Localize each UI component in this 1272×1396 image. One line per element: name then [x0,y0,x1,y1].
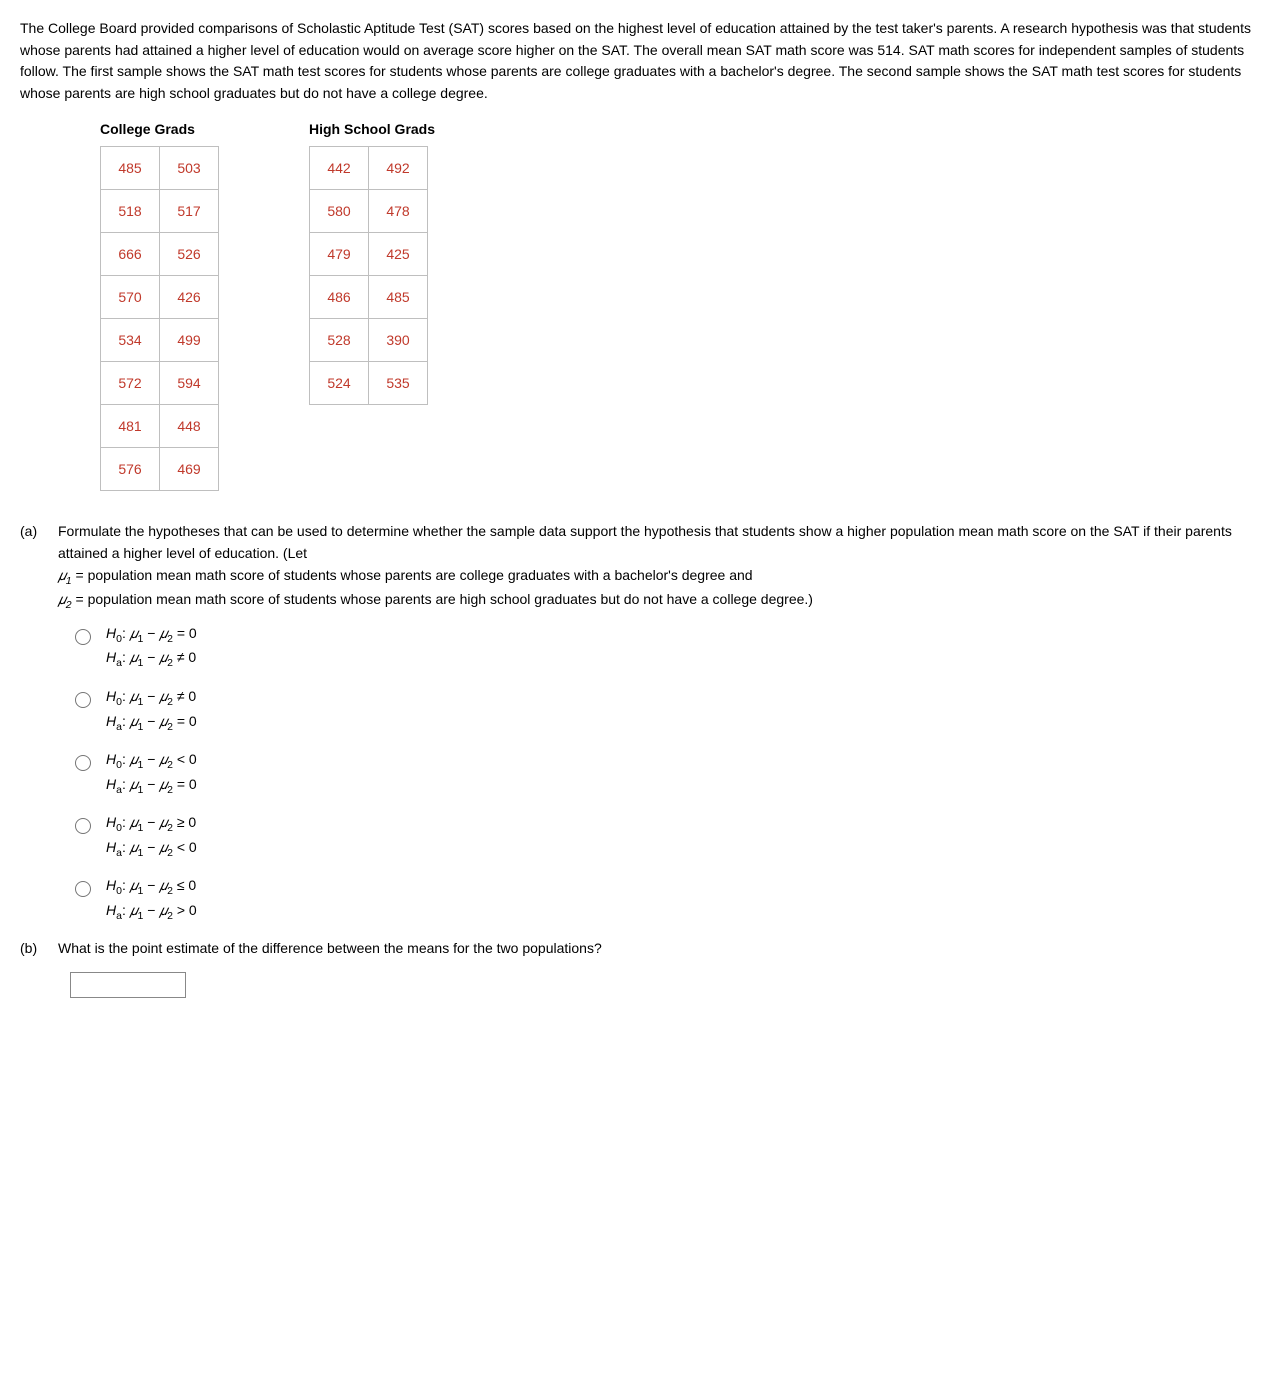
table-cell: 481 [101,405,160,448]
table-cell: 478 [369,190,428,233]
hs-grads-table: 442492580478479425486485528390524535 [309,146,428,405]
college-grads-title: College Grads [100,119,219,141]
table-cell: 526 [160,233,219,276]
part-a-text-1: Formulate the hypotheses that can be use… [58,523,1232,561]
hs-grads-title: High School Grads [309,119,435,141]
hs-grads-table-wrap: High School Grads 4424925804784794254864… [309,119,435,492]
table-cell: 576 [101,448,160,491]
college-grads-table-wrap: College Grads 48550351851766652657042653… [100,119,219,492]
table-cell: 469 [160,448,219,491]
table-cell: 535 [369,362,428,405]
hypothesis-text: H0: 𝜇1 − 𝜇2 ≤ 0Ha: 𝜇1 − 𝜇2 > 0 [106,875,197,924]
college-grads-table: 4855035185176665265704265344995725944814… [100,146,219,491]
part-b-text: What is the point estimate of the differ… [58,938,1252,960]
data-tables-row: College Grads 48550351851766652657042653… [100,119,1252,492]
hypothesis-options: H0: 𝜇1 − 𝜇2 = 0Ha: 𝜇1 − 𝜇2 ≠ 0 H0: 𝜇1 − 𝜇… [70,623,1252,924]
table-cell: 524 [310,362,369,405]
table-cell: 442 [310,147,369,190]
hypothesis-radio[interactable] [75,692,91,708]
hypothesis-option: H0: 𝜇1 − 𝜇2 ≥ 0Ha: 𝜇1 − 𝜇2 < 0 [70,812,1252,861]
table-cell: 572 [101,362,160,405]
hypothesis-option: H0: 𝜇1 − 𝜇2 = 0Ha: 𝜇1 − 𝜇2 ≠ 0 [70,623,1252,672]
table-cell: 486 [310,276,369,319]
hypothesis-option: H0: 𝜇1 − 𝜇2 ≠ 0Ha: 𝜇1 − 𝜇2 = 0 [70,686,1252,735]
table-cell: 517 [160,190,219,233]
part-a-label: (a) [20,521,48,613]
hypothesis-radio[interactable] [75,881,91,897]
table-cell: 594 [160,362,219,405]
hypothesis-text: H0: 𝜇1 − 𝜇2 < 0Ha: 𝜇1 − 𝜇2 = 0 [106,749,197,798]
table-cell: 518 [101,190,160,233]
point-estimate-input[interactable] [70,972,186,998]
table-cell: 534 [101,319,160,362]
hypothesis-option: H0: 𝜇1 − 𝜇2 < 0Ha: 𝜇1 − 𝜇2 = 0 [70,749,1252,798]
table-cell: 426 [160,276,219,319]
hypothesis-radio[interactable] [75,629,91,645]
hypothesis-radio[interactable] [75,818,91,834]
intro-paragraph: The College Board provided comparisons o… [20,18,1252,105]
table-cell: 666 [101,233,160,276]
part-a-body: Formulate the hypotheses that can be use… [58,521,1252,613]
table-cell: 448 [160,405,219,448]
table-cell: 485 [101,147,160,190]
hypothesis-text: H0: 𝜇1 − 𝜇2 ≠ 0Ha: 𝜇1 − 𝜇2 = 0 [106,686,197,735]
mu1-definition: = population mean math score of students… [76,567,753,583]
mu2-symbol: 𝜇2 [58,591,72,607]
table-cell: 425 [369,233,428,276]
table-cell: 499 [160,319,219,362]
table-cell: 485 [369,276,428,319]
hypothesis-text: H0: 𝜇1 − 𝜇2 = 0Ha: 𝜇1 − 𝜇2 ≠ 0 [106,623,197,672]
part-b-label: (b) [20,938,48,960]
hypothesis-option: H0: 𝜇1 − 𝜇2 ≤ 0Ha: 𝜇1 − 𝜇2 > 0 [70,875,1252,924]
part-a: (a) Formulate the hypotheses that can be… [20,521,1252,613]
table-cell: 503 [160,147,219,190]
table-cell: 390 [369,319,428,362]
table-cell: 570 [101,276,160,319]
part-b: (b) What is the point estimate of the di… [20,938,1252,960]
hypothesis-radio[interactable] [75,755,91,771]
table-cell: 528 [310,319,369,362]
table-cell: 479 [310,233,369,276]
hypothesis-text: H0: 𝜇1 − 𝜇2 ≥ 0Ha: 𝜇1 − 𝜇2 < 0 [106,812,197,861]
mu1-symbol: 𝜇1 [58,567,72,583]
mu2-definition: = population mean math score of students… [76,591,813,607]
table-cell: 580 [310,190,369,233]
table-cell: 492 [369,147,428,190]
